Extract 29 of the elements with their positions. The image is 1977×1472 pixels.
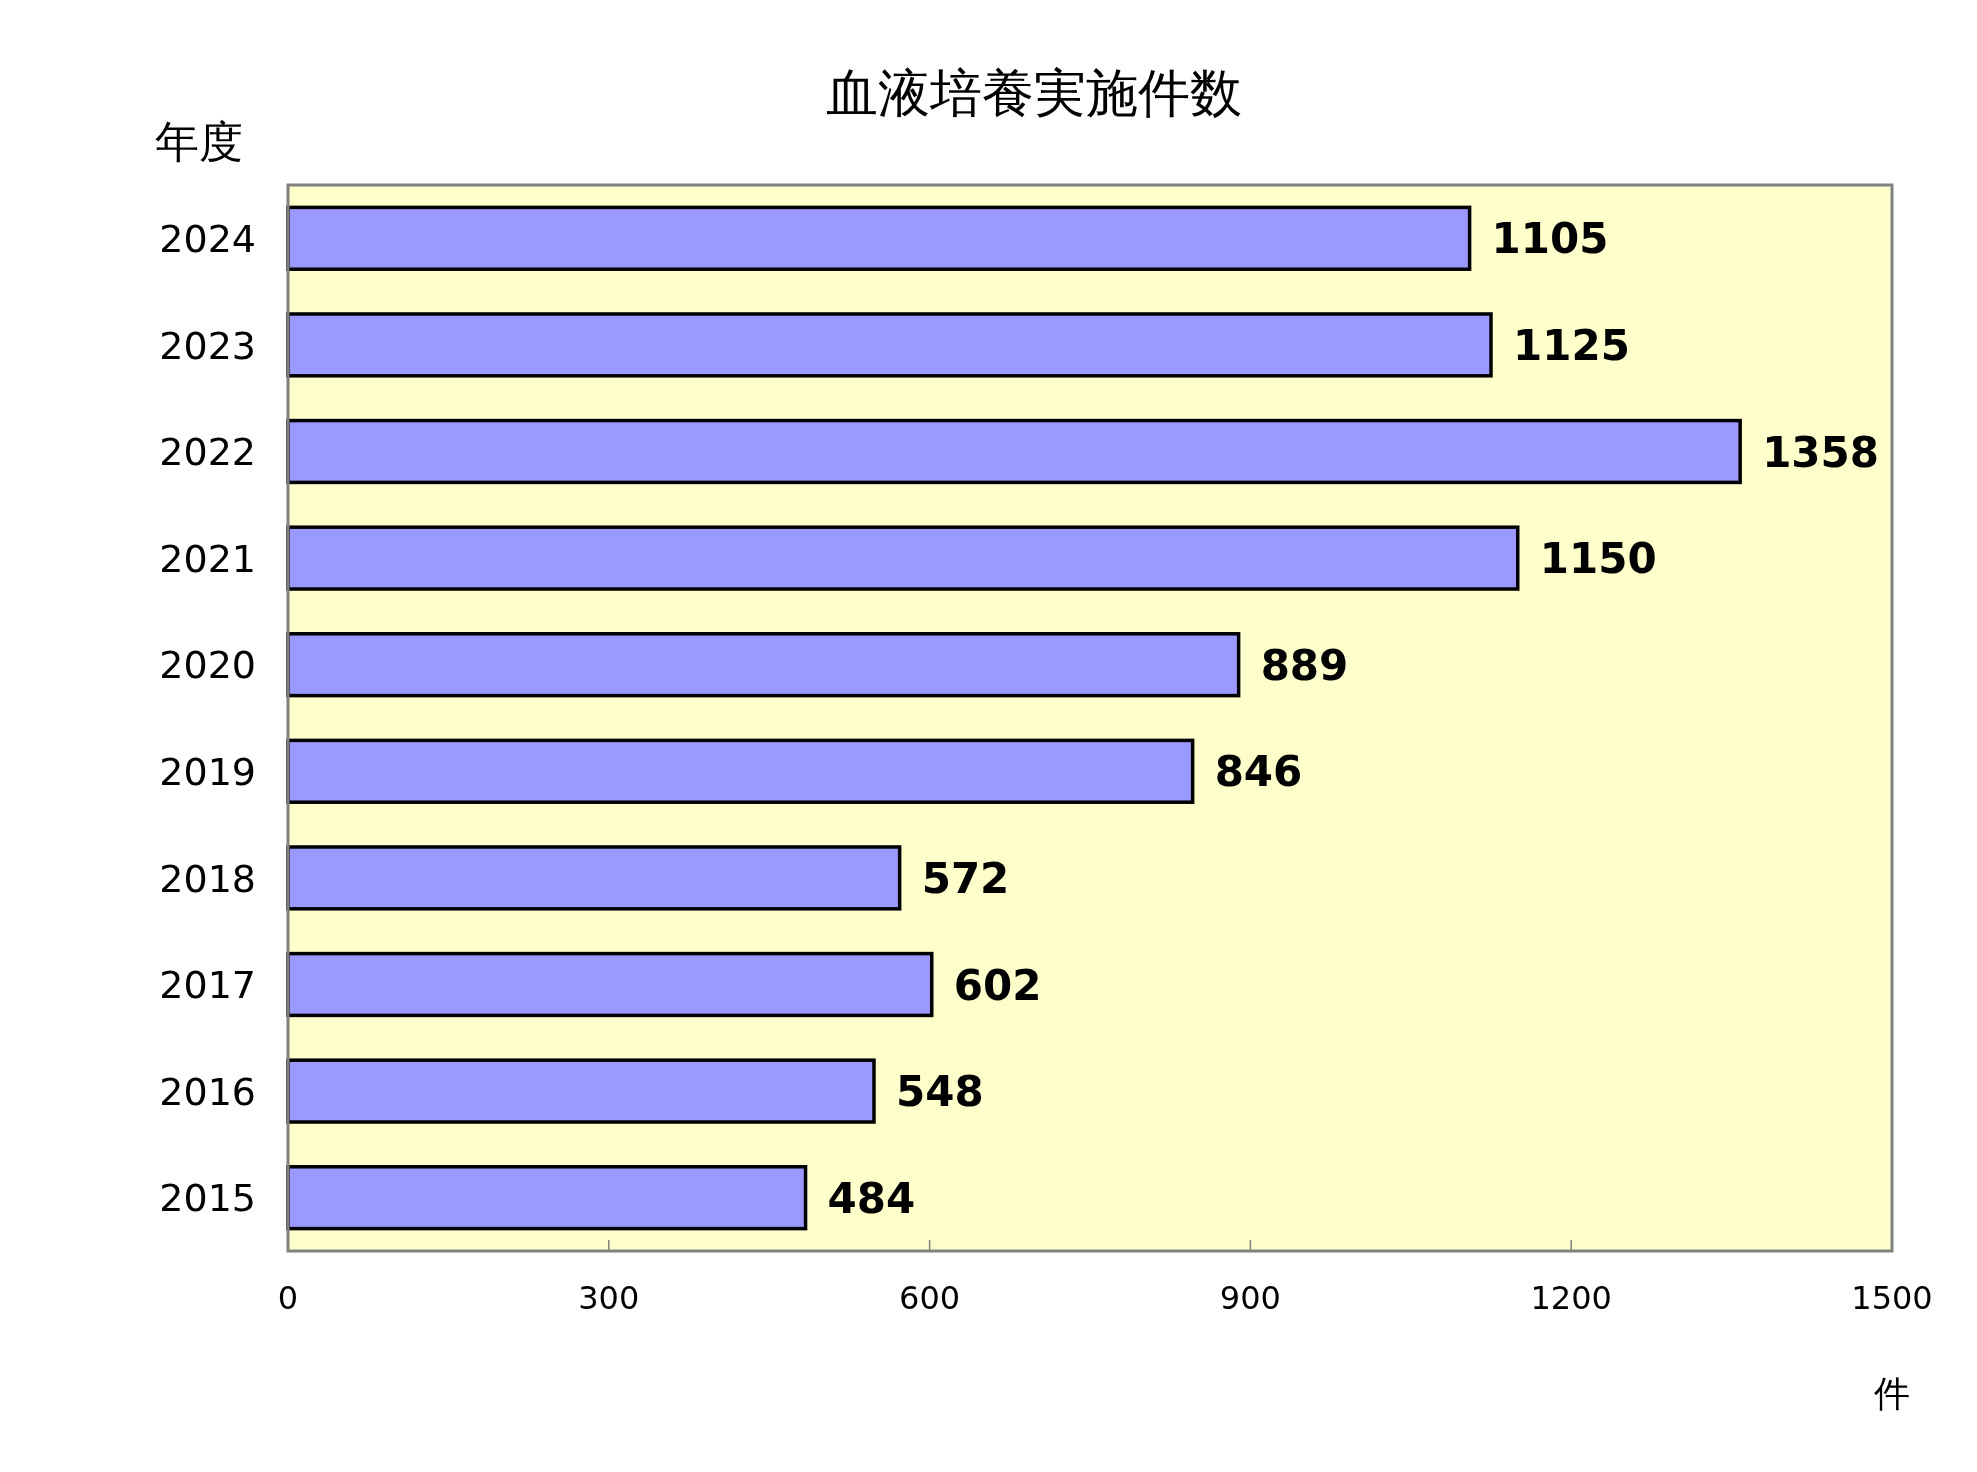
chart-title: 血液培養実施件数 [826, 62, 1242, 123]
data-label: 846 [1214, 747, 1303, 797]
data-label: 889 [1260, 640, 1349, 690]
data-label: 1358 [1762, 427, 1880, 477]
x-tick-label: 1500 [1851, 1278, 1933, 1317]
data-label: 484 [827, 1173, 916, 1223]
x-tick-label: 900 [1219, 1278, 1281, 1317]
data-label: 1125 [1513, 321, 1630, 371]
y-tick-label: 2019 [159, 749, 256, 794]
data-label: 548 [895, 1067, 984, 1117]
x-tick-label: 300 [578, 1278, 640, 1317]
y-tick-label: 2023 [159, 323, 256, 368]
y-tick-label: 2022 [159, 430, 256, 475]
x-axis-title: 件 [1874, 1372, 1910, 1414]
x-tick-label: 1200 [1530, 1278, 1612, 1317]
data-label: 572 [921, 854, 1010, 904]
data-label: 602 [953, 960, 1042, 1010]
data-label: 1150 [1539, 534, 1657, 584]
x-tick-label: 0 [277, 1278, 299, 1317]
y-axis-title: 年度 [155, 115, 243, 167]
y-tick-label: 2016 [159, 1069, 256, 1114]
y-tick-label: 2015 [159, 1176, 256, 1221]
y-tick-label: 2018 [159, 856, 256, 901]
y-tick-label: 2017 [159, 963, 256, 1008]
y-tick-label: 2020 [159, 643, 256, 688]
y-tick-label: 2024 [159, 216, 256, 261]
y-tick-label: 2021 [159, 536, 256, 581]
x-tick-label: 600 [899, 1278, 961, 1317]
data-label: 1105 [1491, 214, 1609, 264]
